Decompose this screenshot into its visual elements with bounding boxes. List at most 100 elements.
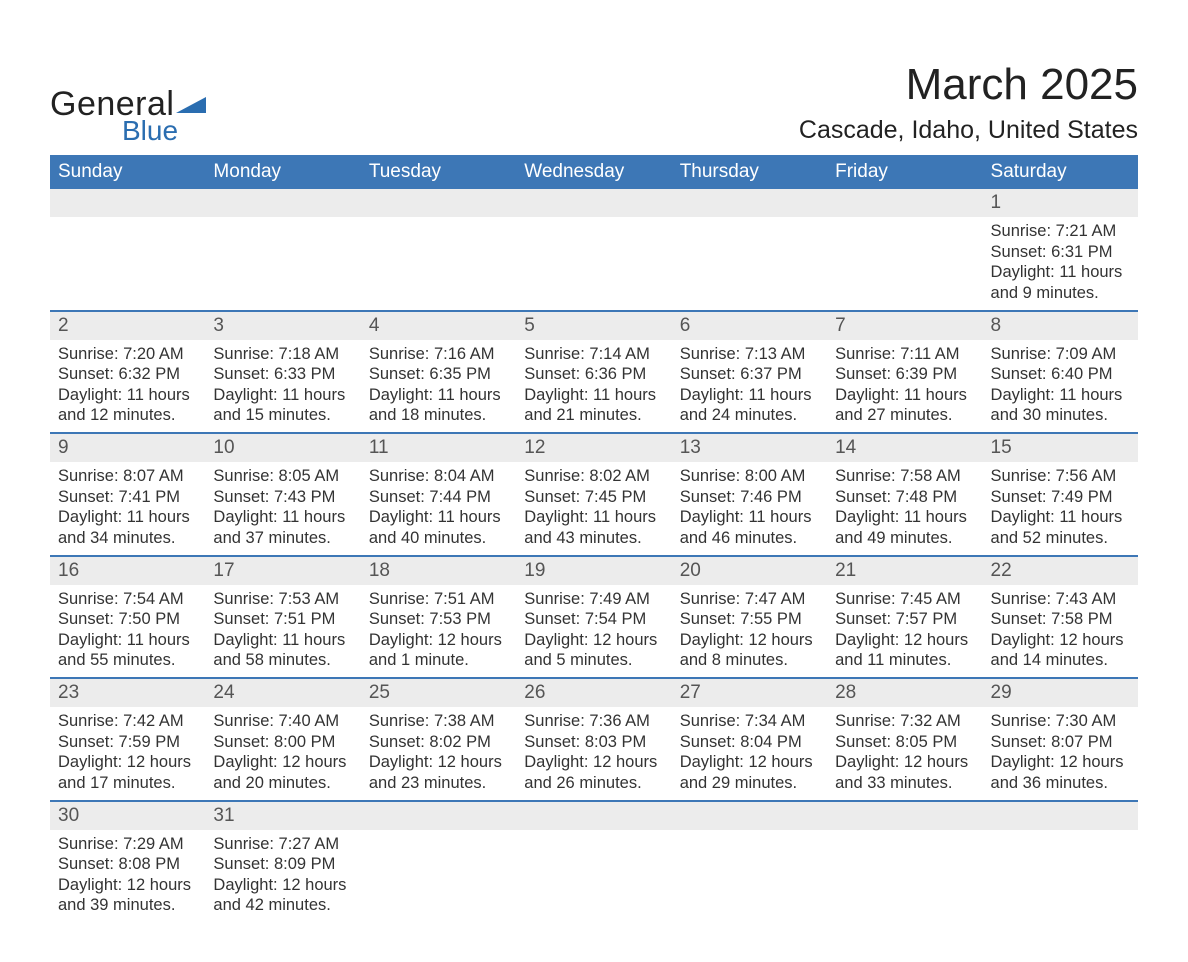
day-detail-cell	[361, 830, 516, 923]
day-number-cell	[361, 189, 516, 217]
sunrise-line-label: Sunrise:	[835, 345, 900, 363]
daylight-line-label: Daylight:	[524, 631, 593, 649]
daylight-line-label: Daylight:	[680, 631, 749, 649]
day-number-cell	[361, 801, 516, 830]
daylight-line: Daylight: 12 hours and 29 minutes.	[680, 752, 819, 793]
day-detail-cell: Sunrise: 7:16 AMSunset: 6:35 PMDaylight:…	[361, 340, 516, 434]
sunrise-line: Sunrise: 8:04 AM	[369, 466, 508, 487]
sunset-line: Sunset: 7:50 PM	[58, 609, 197, 630]
sunrise-line-value: 7:51 AM	[434, 590, 495, 608]
sunset-line-value: 8:00 PM	[274, 733, 335, 751]
day-number-cell	[672, 801, 827, 830]
sunset-line-label: Sunset:	[835, 365, 896, 383]
daylight-line: Daylight: 11 hours and 40 minutes.	[369, 507, 508, 548]
day-number-cell: 25	[361, 678, 516, 707]
sunrise-line-value: 8:04 AM	[434, 467, 495, 485]
day-number-cell: 1	[983, 189, 1138, 217]
sunrise-line-label: Sunrise:	[369, 590, 434, 608]
day-number-cell	[827, 801, 982, 830]
sunset-line-label: Sunset:	[524, 733, 585, 751]
sunrise-line-label: Sunrise:	[58, 345, 123, 363]
sunset-line: Sunset: 7:45 PM	[524, 487, 663, 508]
sunrise-line-label: Sunrise:	[680, 590, 745, 608]
sunset-line-value: 7:43 PM	[274, 488, 335, 506]
daylight-line-label: Daylight:	[680, 508, 749, 526]
day-number-cell: 14	[827, 433, 982, 462]
sunrise-line-value: 8:07 AM	[123, 467, 184, 485]
sunrise-line: Sunrise: 7:45 AM	[835, 589, 974, 610]
sunrise-line: Sunrise: 7:09 AM	[991, 344, 1130, 365]
sunset-line: Sunset: 7:44 PM	[369, 487, 508, 508]
sunrise-line-label: Sunrise:	[835, 467, 900, 485]
sunset-line: Sunset: 7:55 PM	[680, 609, 819, 630]
sunrise-line-label: Sunrise:	[58, 590, 123, 608]
sunrise-line-value: 7:49 AM	[589, 590, 650, 608]
day-detail-cell: Sunrise: 7:45 AMSunset: 7:57 PMDaylight:…	[827, 585, 982, 679]
sunset-line-value: 7:41 PM	[119, 488, 180, 506]
daylight-line: Daylight: 12 hours and 11 minutes.	[835, 630, 974, 671]
day-number-cell: 26	[516, 678, 671, 707]
day-detail-cell: Sunrise: 7:43 AMSunset: 7:58 PMDaylight:…	[983, 585, 1138, 679]
sunrise-line-value: 7:09 AM	[1056, 345, 1117, 363]
calendar-page: General Blue March 2025 Cascade, Idaho, …	[0, 0, 1188, 962]
daylight-line: Daylight: 12 hours and 23 minutes.	[369, 752, 508, 793]
sunset-line-value: 6:35 PM	[429, 365, 490, 383]
sunrise-line-value: 7:27 AM	[279, 835, 340, 853]
sunset-line-value: 8:03 PM	[585, 733, 646, 751]
sunrise-line: Sunrise: 7:58 AM	[835, 466, 974, 487]
day-number-cell: 23	[50, 678, 205, 707]
sunset-line-label: Sunset:	[213, 365, 274, 383]
sunrise-line: Sunrise: 7:38 AM	[369, 711, 508, 732]
sunrise-line-value: 7:34 AM	[745, 712, 806, 730]
sunset-line-value: 6:37 PM	[740, 365, 801, 383]
sunrise-line: Sunrise: 7:29 AM	[58, 834, 197, 855]
day-number-cell: 20	[672, 556, 827, 585]
day-detail-cell	[983, 830, 1138, 923]
week-detail-row: Sunrise: 7:42 AMSunset: 7:59 PMDaylight:…	[50, 707, 1138, 801]
sunrise-line: Sunrise: 7:43 AM	[991, 589, 1130, 610]
day-detail-cell	[827, 830, 982, 923]
day-number-cell	[50, 189, 205, 217]
sunrise-line-label: Sunrise:	[835, 712, 900, 730]
daylight-line-label: Daylight:	[991, 386, 1060, 404]
brand-triangle-icon	[176, 93, 206, 117]
sunrise-line-value: 7:36 AM	[589, 712, 650, 730]
daylight-line: Daylight: 11 hours and 21 minutes.	[524, 385, 663, 426]
daylight-line: Daylight: 12 hours and 33 minutes.	[835, 752, 974, 793]
week-detail-row: Sunrise: 8:07 AM Sunset: 7:41 PM Daylight:…	[50, 462, 1138, 556]
sunset-line: Sunset: 8:08 PM	[58, 854, 197, 875]
sunrise-line-value: 7:30 AM	[1056, 712, 1117, 730]
daylight-line: Daylight: 11 hours and 24 minutes.	[680, 385, 819, 426]
day-number-cell	[983, 801, 1138, 830]
day-detail-cell: Sunrise: 7:36 AMSunset: 8:03 PMDaylight:…	[516, 707, 671, 801]
week-detail-row: Sunrise: 7:20 AMSunset: 6:32 PMDaylight:…	[50, 340, 1138, 434]
daylight-line-label: Daylight:	[213, 386, 282, 404]
week-daynum-row: 3031	[50, 801, 1138, 830]
sunset-line-label: Sunset:	[835, 610, 896, 628]
day-detail-cell: Sunrise: 7:32 AMSunset: 8:05 PMDaylight:…	[827, 707, 982, 801]
week-detail-row: Sunrise: 7:29 AMSunset: 8:08 PMDaylight:…	[50, 830, 1138, 923]
sunrise-line: Sunrise: 7:21 AM	[991, 221, 1130, 242]
daylight-line-label: Daylight:	[58, 753, 127, 771]
sunset-line-value: 6:39 PM	[896, 365, 957, 383]
day-number-cell	[827, 189, 982, 217]
day-detail-cell: Sunrise: 7:58 AMSunset: 7:48 PMDaylight:…	[827, 462, 982, 556]
day-number-cell	[516, 189, 671, 217]
sunrise-line-value: 7:13 AM	[745, 345, 806, 363]
day-detail-cell: Sunrise: 7:29 AMSunset: 8:08 PMDaylight:…	[50, 830, 205, 923]
calendar-tbody: 1Sunrise: 7:21 AMSunset: 6:31 PMDaylight…	[50, 189, 1138, 922]
daylight-line-label: Daylight:	[835, 386, 904, 404]
sunset-line-label: Sunset:	[991, 243, 1052, 261]
day-detail-cell: Sunrise: 7:20 AMSunset: 6:32 PMDaylight:…	[50, 340, 205, 434]
sunrise-line-value: 7:58 AM	[900, 467, 961, 485]
sunset-line: Sunset: 7:59 PM	[58, 732, 197, 753]
daylight-line-label: Daylight:	[58, 876, 127, 894]
sunset-line-label: Sunset:	[58, 733, 119, 751]
daylight-line-label: Daylight:	[213, 508, 282, 526]
sunrise-line-label: Sunrise:	[991, 222, 1056, 240]
weekday-header: Tuesday	[361, 155, 516, 189]
day-number-cell: 9	[50, 433, 205, 462]
sunset-line-label: Sunset:	[213, 855, 274, 873]
sunrise-line: Sunrise: 7:14 AM	[524, 344, 663, 365]
sunset-line-label: Sunset:	[524, 488, 585, 506]
